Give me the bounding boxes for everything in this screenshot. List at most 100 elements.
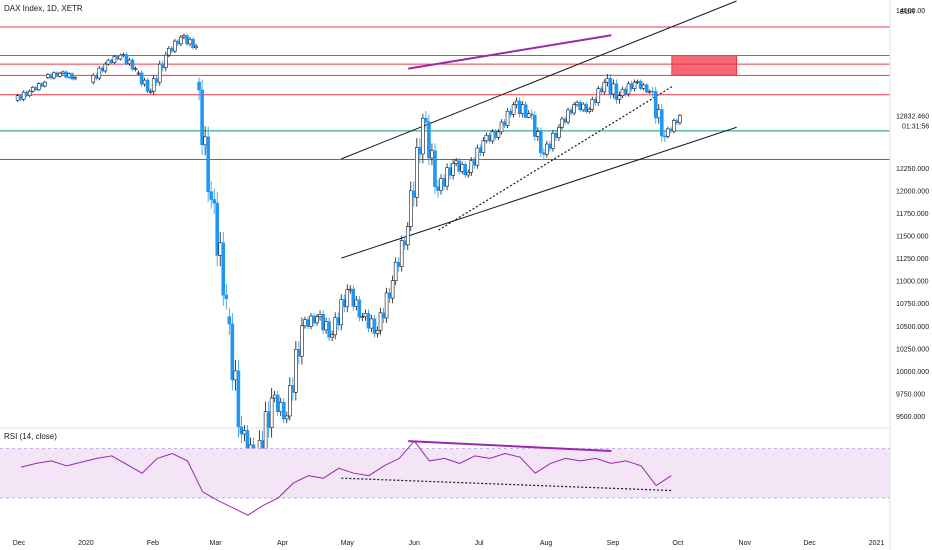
price-tick-label: 12000.000 bbox=[896, 188, 929, 195]
candle-body bbox=[164, 54, 168, 69]
candle-body bbox=[535, 131, 540, 137]
candle-body bbox=[366, 313, 371, 329]
candle-body bbox=[133, 68, 138, 70]
candle-body bbox=[505, 110, 510, 126]
candle-body bbox=[472, 160, 477, 166]
candle-body bbox=[390, 280, 395, 299]
candle-body bbox=[91, 75, 96, 83]
candle-body bbox=[324, 321, 328, 331]
candle-body bbox=[55, 72, 59, 77]
candle-body bbox=[463, 164, 468, 176]
candle-body bbox=[608, 78, 613, 95]
candle-body bbox=[475, 147, 480, 166]
candle-body bbox=[24, 91, 29, 97]
candle-body bbox=[206, 136, 210, 192]
time-axis-label: Sep bbox=[607, 540, 620, 547]
candle-body bbox=[236, 370, 241, 428]
currency-label: EUR bbox=[900, 9, 915, 16]
candle-body bbox=[127, 59, 132, 65]
candle-body bbox=[242, 430, 247, 435]
candle-body bbox=[436, 186, 440, 191]
candle-body bbox=[115, 56, 120, 60]
candle-body bbox=[21, 91, 26, 100]
candle-body bbox=[575, 102, 579, 106]
time-axis-label: 2020 bbox=[78, 540, 94, 547]
candle-body bbox=[233, 370, 238, 381]
candle-body bbox=[100, 67, 105, 72]
candle-body bbox=[427, 121, 431, 159]
candle-body bbox=[614, 83, 619, 100]
price-tick-label: 11500.000 bbox=[896, 234, 929, 241]
candle-body bbox=[36, 83, 41, 91]
candle-body bbox=[58, 72, 62, 77]
candle-body bbox=[312, 315, 316, 324]
candle-body bbox=[545, 143, 549, 155]
candle-body bbox=[330, 334, 334, 338]
price-tick-label: 10500.000 bbox=[896, 324, 929, 331]
price-tick-label: 14000.00 bbox=[896, 8, 925, 15]
candle-body bbox=[666, 128, 670, 137]
candle-body bbox=[160, 63, 165, 69]
candle-body bbox=[393, 261, 398, 281]
candle-body bbox=[520, 104, 525, 115]
candle-body bbox=[551, 132, 555, 149]
candle-body bbox=[339, 299, 344, 326]
candle-body bbox=[399, 240, 404, 267]
candle-body bbox=[148, 90, 153, 93]
time-axis-label: Dec bbox=[13, 540, 26, 547]
candle-body bbox=[430, 150, 434, 159]
time-axis-label: Feb bbox=[147, 540, 159, 547]
candle-body bbox=[363, 313, 368, 318]
candle-body bbox=[387, 292, 392, 299]
candle-body bbox=[291, 385, 295, 393]
candle-body bbox=[46, 74, 50, 78]
candle-body bbox=[272, 394, 277, 399]
rsi-dotted-trend-line bbox=[341, 477, 672, 492]
candle-body bbox=[424, 117, 428, 123]
price-axis-panel bbox=[890, 0, 932, 550]
candle-body bbox=[560, 118, 564, 128]
candle-body bbox=[103, 63, 108, 72]
candle-body bbox=[230, 323, 235, 381]
time-axis-label: Apr bbox=[277, 540, 289, 547]
candle-body bbox=[675, 120, 679, 124]
candle-body bbox=[185, 35, 189, 45]
candle-body bbox=[327, 321, 331, 338]
candle-body bbox=[284, 415, 289, 420]
candle-body bbox=[43, 81, 47, 87]
candle-body bbox=[176, 40, 180, 45]
candle-body bbox=[333, 317, 337, 336]
candle-body bbox=[578, 102, 582, 111]
candle-body bbox=[118, 54, 123, 60]
candle-body bbox=[632, 81, 637, 89]
candle-body bbox=[454, 160, 458, 164]
candle-body bbox=[405, 226, 410, 246]
candle-body bbox=[433, 150, 437, 188]
candle-body bbox=[112, 56, 117, 63]
price-tick-label: 11750.000 bbox=[896, 211, 929, 218]
rsi-divergence-line bbox=[408, 440, 612, 452]
candle-body bbox=[351, 288, 356, 307]
candle-body bbox=[142, 79, 147, 85]
candle-body bbox=[227, 316, 232, 325]
candle-body bbox=[635, 80, 640, 83]
candle-body bbox=[554, 132, 558, 138]
time-axis-label: Dec bbox=[803, 540, 816, 547]
candle-body bbox=[281, 401, 286, 420]
time-axis-label: Mar bbox=[210, 540, 223, 547]
candle-body bbox=[109, 59, 114, 63]
candle-body bbox=[557, 126, 561, 138]
candle-body bbox=[275, 394, 280, 412]
time-axis-label: Aug bbox=[540, 540, 553, 547]
candle-body bbox=[669, 128, 673, 132]
candle-body bbox=[626, 83, 631, 95]
candle-body bbox=[212, 199, 216, 204]
candle-body bbox=[496, 131, 501, 138]
candle-body bbox=[182, 35, 186, 38]
candle-body bbox=[215, 202, 220, 256]
candle-body bbox=[511, 104, 516, 115]
candle-body bbox=[306, 319, 310, 327]
candle-body bbox=[572, 104, 576, 114]
candle-body bbox=[360, 316, 365, 319]
candle-body bbox=[641, 84, 646, 89]
